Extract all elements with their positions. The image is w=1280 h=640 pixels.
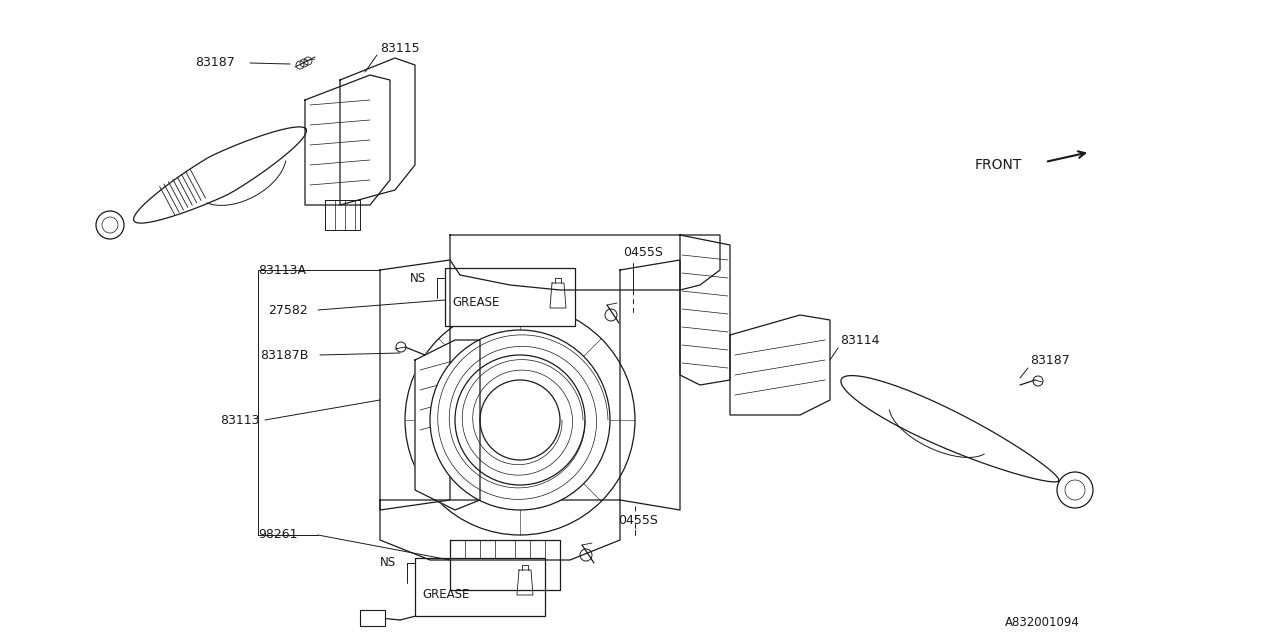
Polygon shape [360, 610, 385, 626]
Polygon shape [133, 127, 306, 223]
Text: 83113: 83113 [220, 413, 260, 426]
Polygon shape [380, 260, 451, 510]
Bar [445, 268, 575, 326]
Text: 83187: 83187 [195, 56, 234, 68]
Circle shape [96, 211, 124, 239]
Text: 0455S: 0455S [618, 513, 658, 527]
Polygon shape [415, 340, 480, 510]
Text: FRONT: FRONT [975, 158, 1023, 172]
Polygon shape [340, 58, 415, 205]
Text: 0455S: 0455S [623, 246, 663, 259]
Polygon shape [380, 500, 620, 560]
Polygon shape [517, 570, 532, 595]
Text: NS: NS [410, 271, 426, 285]
Text: A832001094: A832001094 [1005, 616, 1080, 628]
Polygon shape [325, 200, 360, 230]
Text: 83187B: 83187B [260, 349, 308, 362]
Text: 98261: 98261 [259, 529, 297, 541]
Text: GREASE: GREASE [452, 296, 499, 308]
Polygon shape [730, 315, 829, 415]
Circle shape [404, 305, 635, 535]
Bar [415, 558, 545, 616]
Text: 83114: 83114 [840, 333, 879, 346]
Circle shape [102, 217, 118, 233]
Polygon shape [305, 75, 390, 205]
Polygon shape [550, 283, 566, 308]
Text: 83113A: 83113A [259, 264, 306, 276]
Polygon shape [451, 235, 719, 290]
Polygon shape [620, 260, 680, 510]
Polygon shape [841, 376, 1059, 482]
Circle shape [480, 380, 561, 460]
Text: NS: NS [380, 557, 396, 570]
Text: GREASE: GREASE [422, 588, 470, 600]
Text: 83115: 83115 [380, 42, 420, 54]
Circle shape [1057, 472, 1093, 508]
Circle shape [454, 355, 585, 485]
Polygon shape [680, 235, 730, 385]
Circle shape [430, 330, 611, 510]
Polygon shape [451, 540, 561, 590]
Text: 27582: 27582 [268, 303, 307, 317]
Circle shape [1065, 480, 1085, 500]
Text: 83187: 83187 [1030, 353, 1070, 367]
